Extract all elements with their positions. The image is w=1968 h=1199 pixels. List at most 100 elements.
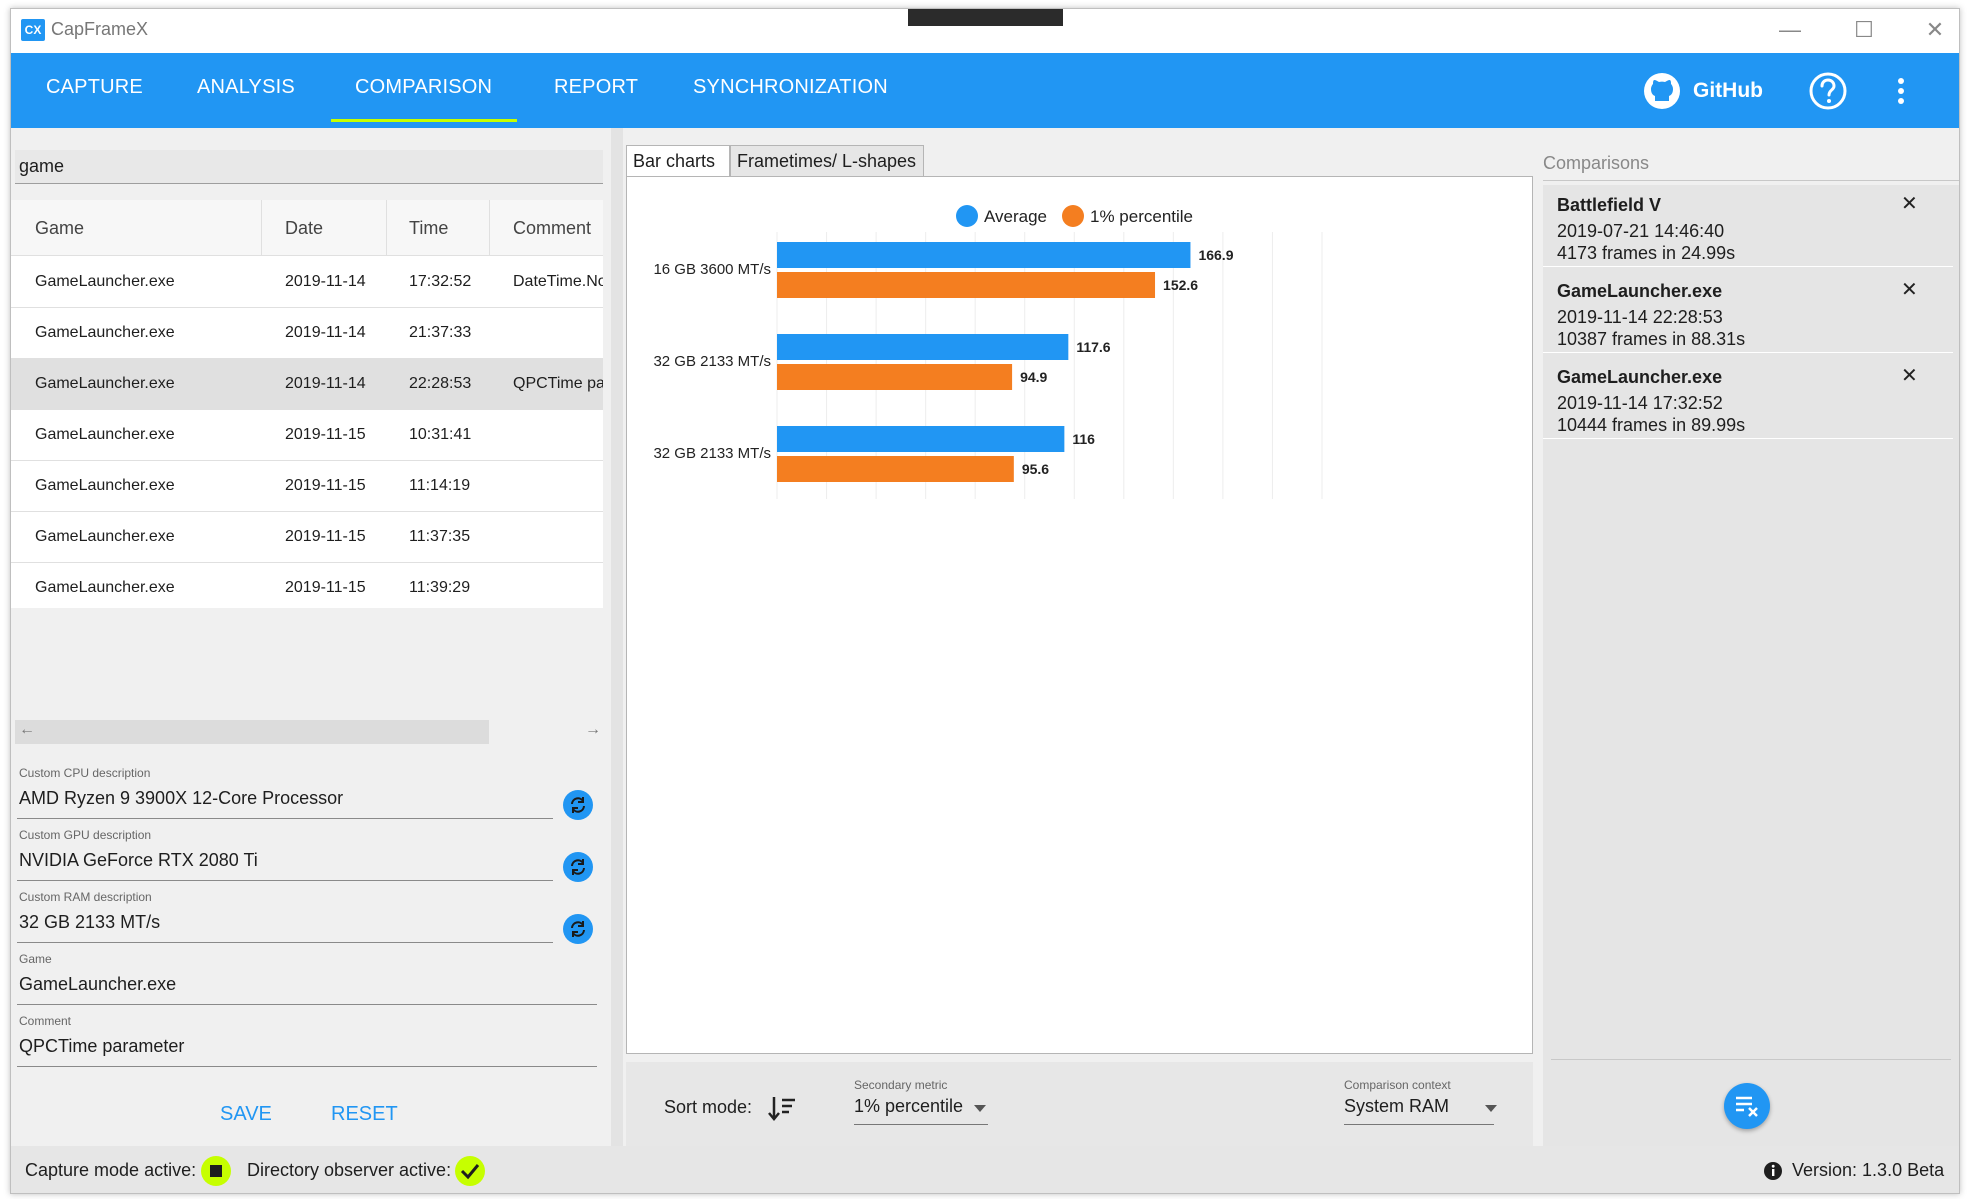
cell-time: 21:37:33 xyxy=(409,324,472,341)
comment-input[interactable]: QPCTime parameter xyxy=(19,1036,185,1056)
comment-label: Comment xyxy=(19,1014,72,1028)
checkmark-icon xyxy=(460,1164,480,1180)
scrollbar-thumb[interactable] xyxy=(15,720,489,744)
tab-comparison[interactable]: COMPARISON xyxy=(355,76,493,98)
bar-average[interactable] xyxy=(777,334,1069,360)
window-drag-handle[interactable] xyxy=(908,9,1063,26)
comparison-item[interactable]: Battlefield V 2019-07-21 14:46:40 4173 f… xyxy=(1543,185,1953,267)
chevron-down-icon[interactable] xyxy=(974,1105,986,1112)
save-button[interactable]: SAVE xyxy=(220,1103,272,1125)
bar-average[interactable] xyxy=(777,242,1191,268)
table-header: Game Date Time Comment xyxy=(11,200,603,256)
tab-synchronization[interactable]: SYNCHRONIZATION xyxy=(693,76,888,98)
table-row-selected[interactable]: GameLauncher.exe 2019-11-14 22:28:53 QPC… xyxy=(11,359,603,410)
scroll-right-icon[interactable]: → xyxy=(585,721,601,738)
bar-value-label: 166.9 xyxy=(1198,247,1233,263)
category-label: 32 GB 2133 MT/s xyxy=(653,445,771,462)
sort-descending-icon[interactable] xyxy=(768,1094,796,1122)
bar-percentile[interactable] xyxy=(777,272,1156,298)
comparison-date: 2019-07-21 14:46:40 xyxy=(1557,221,1725,241)
tab-report[interactable]: REPORT xyxy=(554,76,639,98)
github-link[interactable]: GitHub xyxy=(1643,71,1763,111)
cpu-description-input[interactable]: AMD Ryzen 9 3900X 12-Core Processor xyxy=(19,788,344,808)
cell-game: GameLauncher.exe xyxy=(35,528,175,545)
game-input[interactable]: GameLauncher.exe xyxy=(19,974,177,994)
comparison-context-label: Comparison context xyxy=(1344,1078,1451,1092)
help-icon[interactable] xyxy=(1808,71,1848,111)
comparison-frames: 10444 frames in 89.99s xyxy=(1557,415,1746,435)
close-icon[interactable]: ✕ xyxy=(1925,17,1945,42)
bar-value-label: 94.9 xyxy=(1020,369,1047,385)
reset-button[interactable]: RESET xyxy=(331,1103,398,1125)
ram-description-input[interactable]: 32 GB 2133 MT/s xyxy=(19,912,161,932)
bar-average[interactable] xyxy=(777,426,1065,452)
cell-date: 2019-11-15 xyxy=(285,477,366,494)
chevron-down-icon[interactable] xyxy=(1485,1105,1497,1112)
github-icon xyxy=(1644,73,1680,109)
panel-splitter[interactable] xyxy=(611,128,623,1146)
comparison-date: 2019-11-14 17:32:52 xyxy=(1557,393,1723,413)
cell-date: 2019-11-14 xyxy=(285,324,366,341)
gpu-description-input[interactable]: NVIDIA GeForce RTX 2080 Ti xyxy=(19,850,258,870)
cell-date: 2019-11-14 xyxy=(285,375,366,392)
clear-comparisons-button[interactable] xyxy=(1724,1083,1770,1129)
tab-capture[interactable]: CAPTURE xyxy=(46,76,143,98)
version-label: Version: 1.3.0 Beta xyxy=(1792,1160,1945,1180)
cell-game: GameLauncher.exe xyxy=(35,477,175,494)
search-input[interactable]: game xyxy=(15,150,603,184)
cell-time: 10:31:41 xyxy=(409,426,472,443)
bar-percentile[interactable] xyxy=(777,364,1013,390)
comparison-date: 2019-11-14 22:28:53 xyxy=(1557,307,1723,327)
comparison-item[interactable]: GameLauncher.exe 2019-11-14 22:28:53 103… xyxy=(1543,271,1953,353)
cell-game: GameLauncher.exe xyxy=(35,426,175,443)
app-window: CX CapFrameX — ☐ ✕ CAPTURE ANALYSIS COMP… xyxy=(10,8,1960,1194)
main-nav: CAPTURE ANALYSIS COMPARISON REPORT SYNCH… xyxy=(11,53,1959,128)
secondary-metric-select[interactable]: 1% percentile xyxy=(854,1096,964,1116)
directory-observer-label: Directory observer active: xyxy=(247,1160,452,1180)
column-header-game[interactable]: Game xyxy=(35,218,85,238)
column-divider[interactable] xyxy=(261,200,262,256)
table-row[interactable]: GameLauncher.exe 2019-11-14 21:37:33 xyxy=(11,308,603,359)
bar-chart-area: Average 1% percentile 16 GB 3600 MT/s 166… xyxy=(626,176,1533,1054)
scroll-left-icon[interactable]: ← xyxy=(19,721,35,738)
bar-value-label: 95.6 xyxy=(1022,461,1049,477)
comparison-context-select[interactable]: System RAM xyxy=(1344,1096,1450,1116)
sort-mode-label: Sort mode: xyxy=(664,1097,753,1117)
remove-comparison-close-icon[interactable]: ✕ xyxy=(1901,365,1918,387)
refresh-gpu-button[interactable] xyxy=(563,852,593,882)
table-row[interactable]: GameLauncher.exe 2019-11-15 11:14:19 xyxy=(11,461,603,512)
table-row[interactable]: GameLauncher.exe 2019-11-15 11:39:29 xyxy=(11,563,603,608)
gpu-description-label: Custom GPU description xyxy=(19,828,152,842)
column-header-comment[interactable]: Comment xyxy=(513,218,592,238)
maximize-icon[interactable]: ☐ xyxy=(1854,17,1874,42)
column-divider[interactable] xyxy=(386,200,387,256)
column-divider[interactable] xyxy=(489,200,490,256)
tab-analysis[interactable]: ANALYSIS xyxy=(197,76,295,98)
horizontal-scrollbar[interactable]: ← → xyxy=(15,720,603,744)
refresh-cpu-button[interactable] xyxy=(563,790,593,820)
remove-comparison-close-icon[interactable]: ✕ xyxy=(1901,193,1918,215)
bar-percentile[interactable] xyxy=(777,456,1014,482)
app-logo-icon: CX xyxy=(21,19,45,41)
table-row[interactable]: GameLauncher.exe 2019-11-15 10:31:41 xyxy=(11,410,603,461)
table-row[interactable]: GameLauncher.exe 2019-11-15 11:37:35 xyxy=(11,512,603,563)
remove-comparison-close-icon[interactable]: ✕ xyxy=(1901,279,1918,301)
tab-frametimes-lshapes[interactable]: Frametimes/ L-shapes xyxy=(730,145,924,177)
comparison-item[interactable]: GameLauncher.exe 2019-11-14 17:32:52 104… xyxy=(1543,357,1953,439)
tab-bar-charts[interactable]: Bar charts xyxy=(626,145,730,177)
capture-mode-label: Capture mode active: xyxy=(25,1160,197,1180)
refresh-icon xyxy=(571,797,585,813)
comparisons-header: Comparisons xyxy=(1543,145,1959,181)
column-header-time[interactable]: Time xyxy=(409,218,449,238)
refresh-ram-button[interactable] xyxy=(563,914,593,944)
column-header-date[interactable]: Date xyxy=(285,218,324,238)
bar-value-label: 116 xyxy=(1072,431,1095,447)
secondary-metric-label: Secondary metric xyxy=(854,1078,948,1092)
more-options-icon[interactable] xyxy=(1891,71,1911,111)
table-row[interactable]: GameLauncher.exe 2019-11-14 17:32:52 Dat… xyxy=(11,257,603,308)
ram-description-label: Custom RAM description xyxy=(19,890,152,904)
bar-value-label: 117.6 xyxy=(1076,339,1110,355)
records-panel: game Game Date Time Comment GameLauncher… xyxy=(11,128,611,1146)
active-tab-indicator xyxy=(331,119,517,122)
minimize-icon[interactable]: — xyxy=(1779,17,1801,42)
